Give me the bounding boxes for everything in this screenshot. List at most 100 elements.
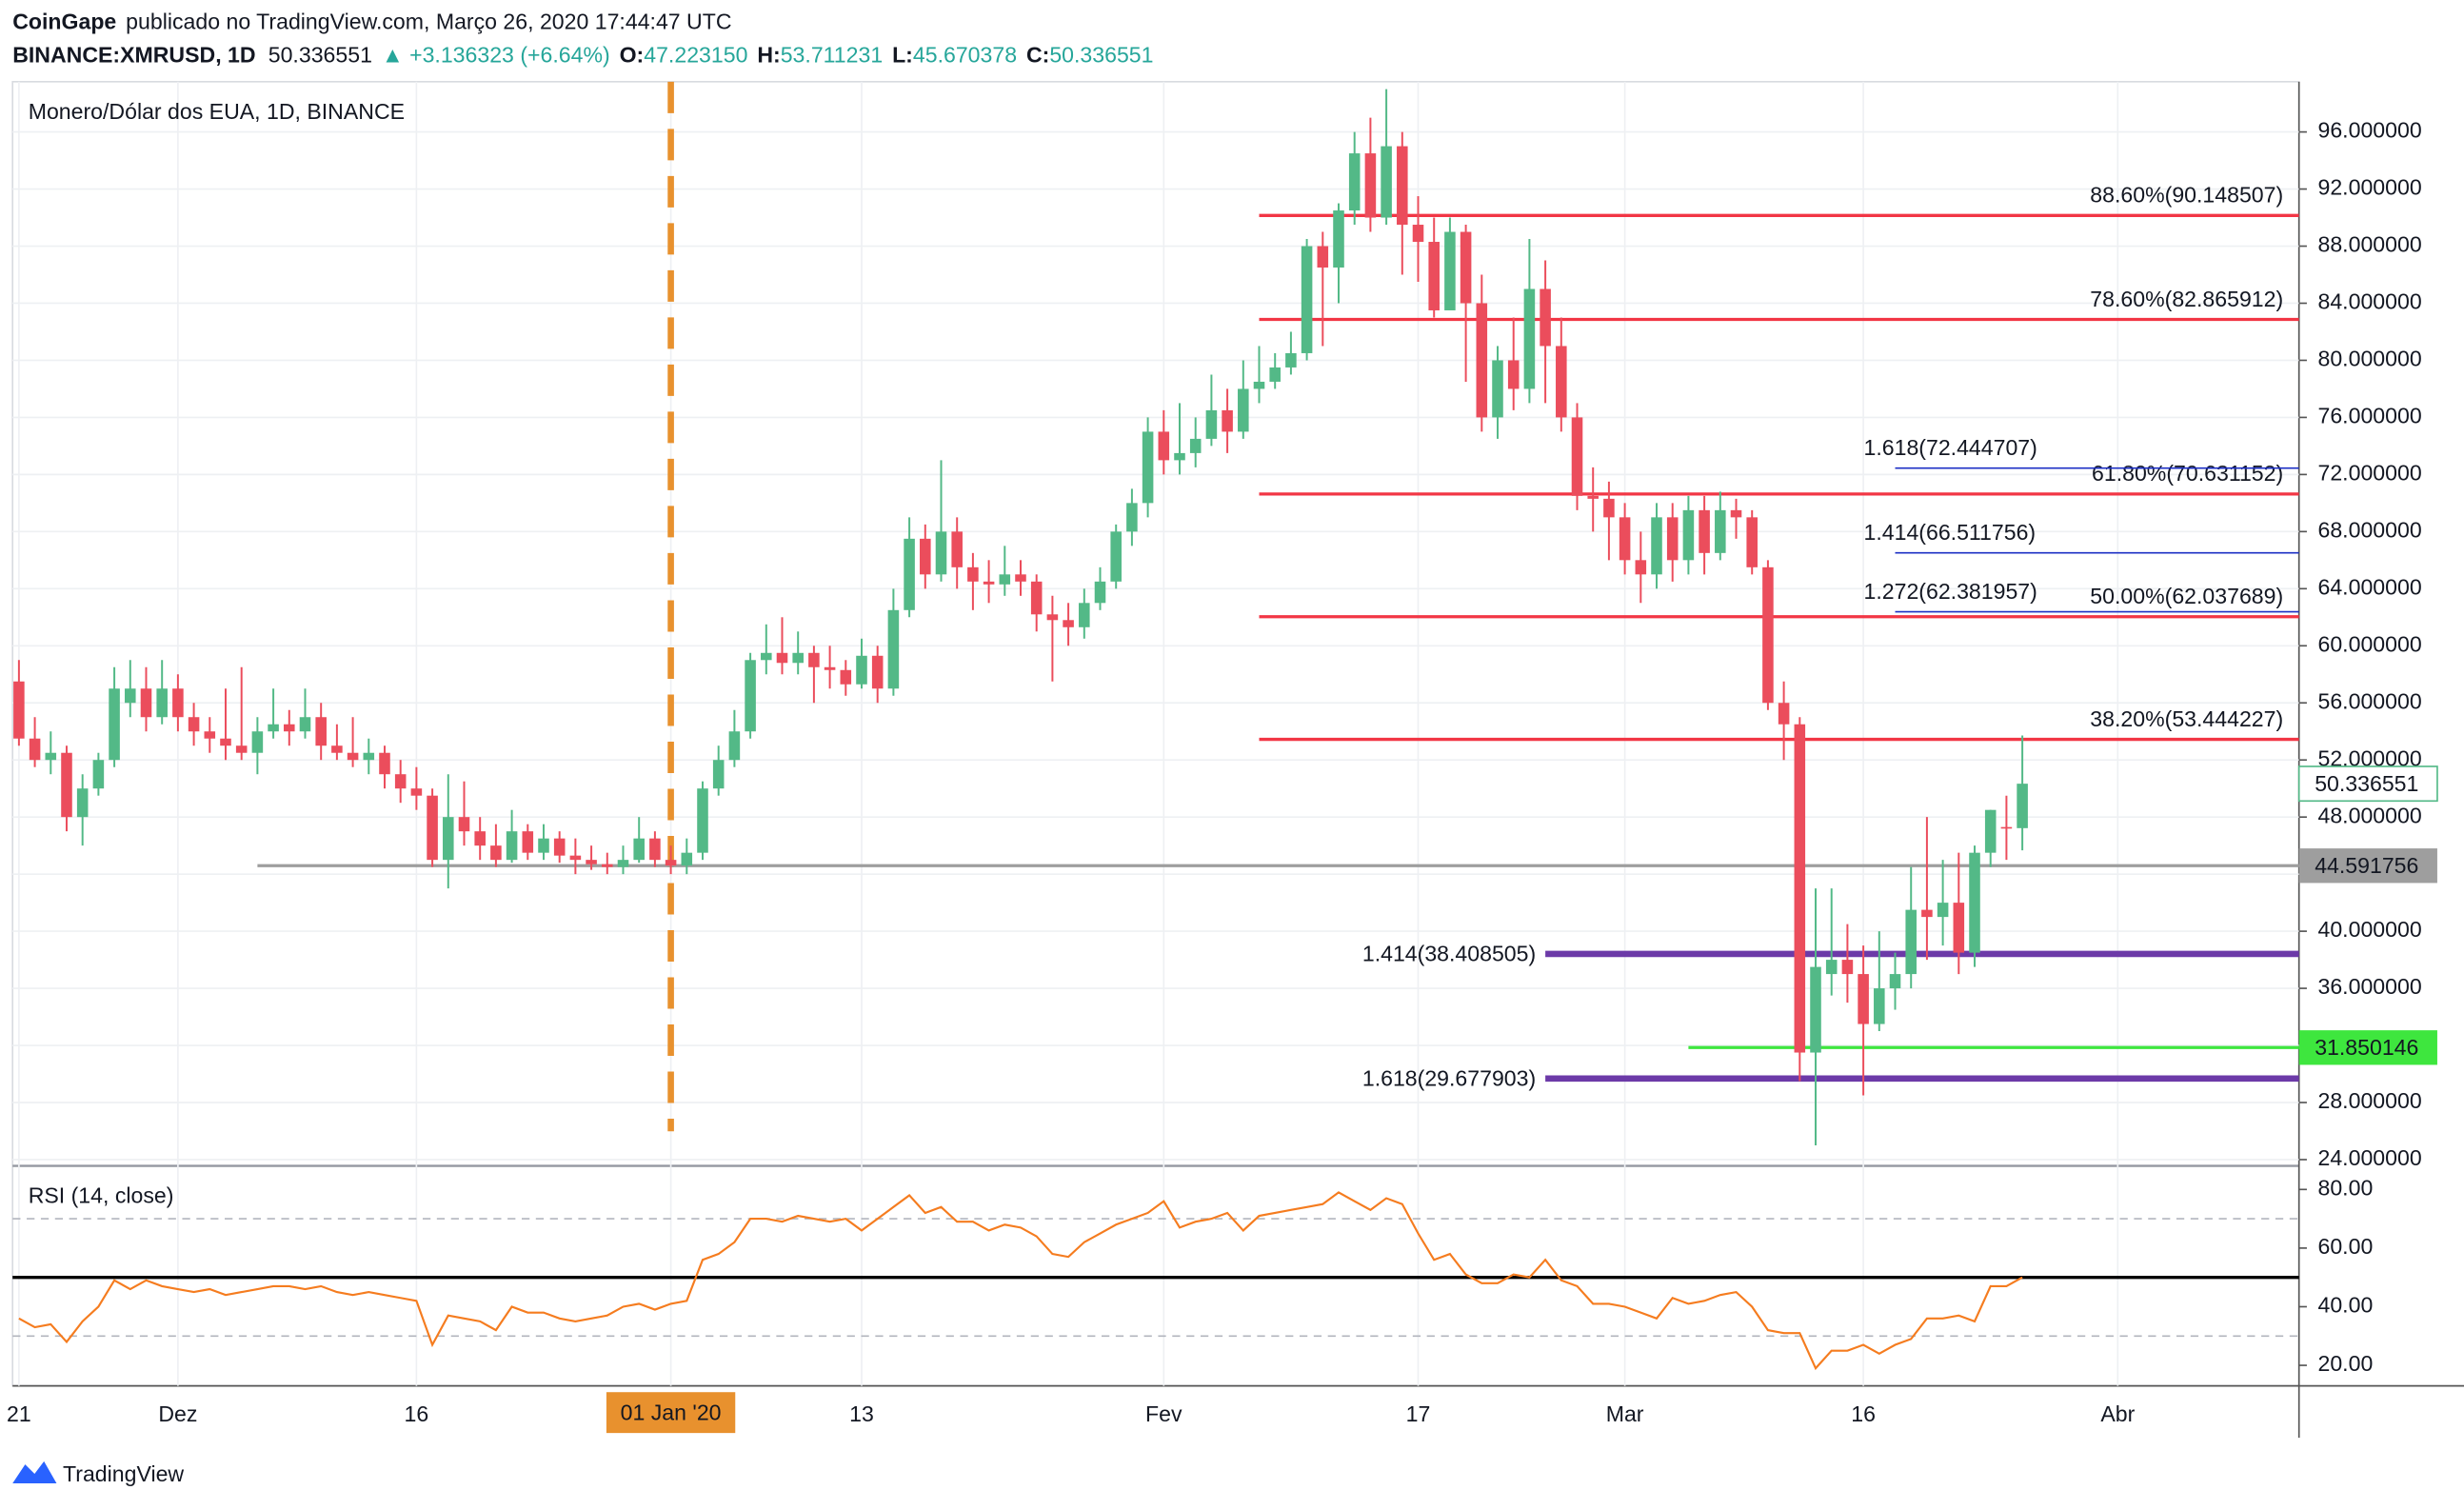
candle-body: [1317, 246, 1329, 268]
candle-body: [76, 788, 89, 818]
x-tick-label: Abr: [2100, 1401, 2135, 1426]
candle-body: [394, 774, 407, 789]
candle-body: [410, 788, 423, 796]
quote-value: 47.223150: [644, 43, 747, 68]
candle-body: [681, 852, 693, 866]
candle-body: [776, 652, 788, 664]
candle-body: [617, 860, 629, 867]
candle-body: [61, 752, 72, 818]
candle-body: [506, 831, 518, 861]
candle-body: [1285, 352, 1297, 368]
y-tick-label: 64.000000: [2318, 574, 2422, 599]
candle-body: [1397, 146, 1408, 226]
x-tick-label: Fev: [1145, 1401, 1182, 1426]
logo: TradingView: [12, 1461, 184, 1486]
candle-body: [1301, 246, 1313, 353]
x-tick-label: Mar: [1606, 1401, 1644, 1426]
y-tick-label: 60.000000: [2318, 631, 2422, 656]
candle-body: [1937, 903, 1949, 918]
rsi-y-tick-label: 40.00: [2318, 1293, 2374, 1318]
quote-value: 50.336551: [1049, 43, 1153, 68]
y-tick-label: 36.000000: [2318, 974, 2422, 999]
quote-key: C:: [1026, 43, 1049, 68]
y-tick-label: 24.000000: [2318, 1145, 2422, 1170]
candle-body: [1587, 495, 1599, 499]
candle-body: [920, 538, 931, 575]
candle-body: [2017, 784, 2028, 828]
candle-body: [172, 688, 184, 718]
candle-body: [665, 860, 677, 866]
change: ▲ +3.136323 (+6.64%): [382, 43, 610, 68]
candle-body: [840, 669, 852, 685]
candle-body: [553, 838, 566, 856]
candle-body: [284, 724, 295, 732]
candle-body: [1205, 409, 1218, 439]
candle-body: [1921, 909, 1933, 918]
y-tick-label: 76.000000: [2318, 404, 2422, 428]
y-tick-label: 68.000000: [2318, 517, 2422, 542]
level-badge-label: 31.850146: [2315, 1035, 2418, 1060]
candle-body: [1110, 531, 1122, 582]
level-badge: [2298, 1030, 2437, 1065]
candle-body: [904, 538, 915, 610]
rsi-y-tick-label: 60.00: [2318, 1234, 2374, 1259]
candle-body: [379, 752, 390, 775]
level-label: 61.80%(70.631152): [2092, 461, 2283, 486]
candle-body: [1699, 509, 1710, 553]
candle-body: [1079, 603, 1090, 627]
candle-body: [1603, 498, 1615, 518]
quote-line: BINANCE:XMRUSD, 1D 50.336551 ▲ +3.136323 (…: [12, 43, 1153, 68]
candle-body: [792, 652, 804, 664]
candle-body: [1874, 988, 1885, 1024]
quote-key: O:: [620, 43, 645, 68]
candle-body: [331, 745, 343, 753]
published: publicado no TradingView.com, Março 26, …: [126, 10, 731, 34]
brand: TradingView: [63, 1461, 184, 1486]
y-tick-label: 72.000000: [2318, 460, 2422, 485]
x-tick-label: 16: [405, 1401, 429, 1426]
level-label: 1.618(29.677903): [1362, 1066, 1536, 1091]
y-tick-label: 92.000000: [2318, 175, 2422, 200]
quote-value: 45.670378: [913, 43, 1017, 68]
candle-body: [649, 838, 661, 861]
candle-body: [871, 655, 884, 689]
publish-line: CoinGape publicado no TradingView.com, Ma…: [12, 10, 731, 34]
candle-body: [1189, 438, 1202, 453]
price: 50.336551: [268, 43, 372, 68]
last-price-badge: [2297, 765, 2438, 803]
candle-body: [458, 817, 470, 832]
candle-body: [204, 731, 216, 739]
candle-body: [220, 738, 231, 746]
candle-body: [935, 531, 947, 575]
candle-body: [1540, 288, 1551, 347]
candle-body: [1476, 303, 1488, 418]
level-label: 1.414(38.408505): [1362, 942, 1536, 966]
candle-body: [951, 531, 963, 567]
y-tick-label: 48.000000: [2318, 803, 2422, 827]
author: CoinGape: [12, 10, 116, 34]
candle-body: [29, 738, 41, 761]
candle-body: [1523, 288, 1536, 389]
candle-body: [1507, 360, 1520, 389]
candle-body: [1635, 560, 1647, 575]
candle-body: [1492, 360, 1503, 418]
candle-body: [697, 788, 708, 853]
candle-body: [999, 574, 1011, 585]
level-badge: [2298, 848, 2437, 884]
candle-body: [967, 566, 979, 582]
candle-body: [92, 760, 105, 789]
candle-body: [140, 688, 152, 718]
candle-body: [315, 717, 327, 746]
logo-icon: [12, 1460, 57, 1483]
candle-body: [1953, 903, 1965, 953]
candle-body: [1889, 974, 1901, 989]
candle-body: [808, 652, 820, 667]
candle-body: [712, 760, 725, 789]
x-tick-label: 01 Jan '20: [621, 1400, 722, 1424]
candle-body: [427, 795, 438, 861]
candle-body: [1063, 620, 1074, 627]
quote-key: L:: [892, 43, 913, 68]
rsi-y-tick-label: 20.00: [2318, 1351, 2374, 1376]
